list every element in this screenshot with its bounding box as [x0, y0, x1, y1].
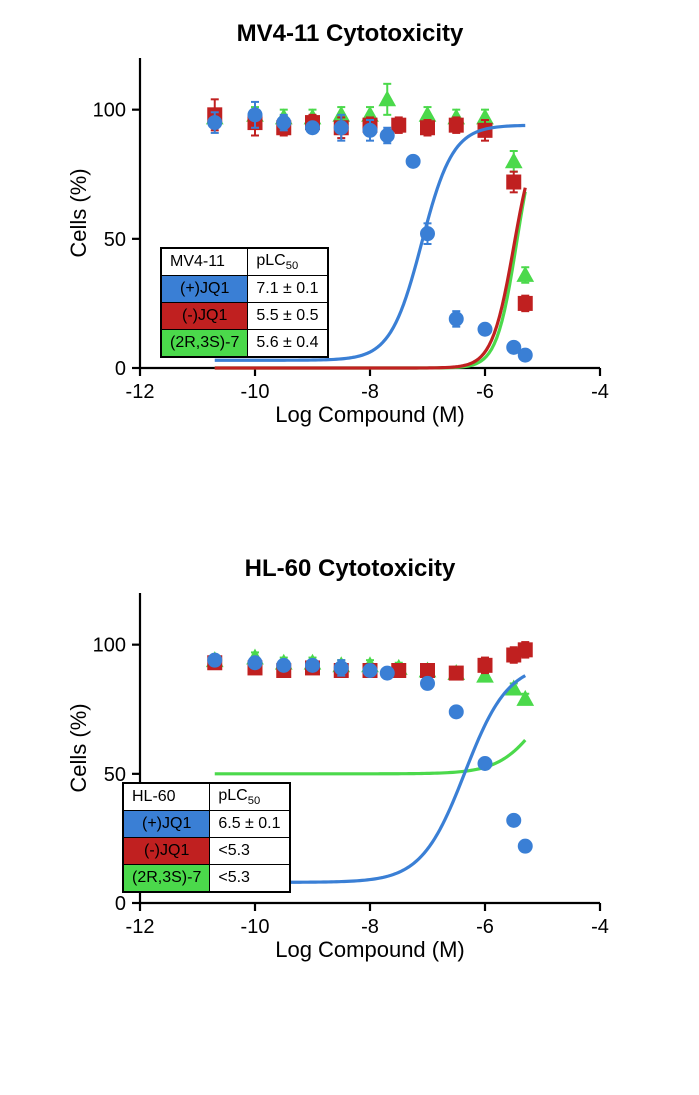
- y-axis-label: Cells (%): [66, 703, 91, 792]
- legend-swatch-cmpd7: (2R,3S)-7: [161, 330, 248, 358]
- legend-value-plusJQ1: 6.5 ± 0.1: [210, 811, 290, 838]
- chart-mv411: -12 -10 -8 -6 -4 0 50 100 Log Compound (M) Cells …: [60, 48, 620, 428]
- legend-value-cmpd7: <5.3: [210, 865, 290, 893]
- legend-value-plusJQ1: 7.1 ± 0.1: [248, 276, 328, 303]
- legend-value-minusJQ1: 5.5 ± 0.5: [248, 303, 328, 330]
- xtick-label: -12: [126, 381, 155, 403]
- xtick-label: -10: [241, 916, 270, 938]
- xtick-label: -8: [361, 381, 379, 403]
- y-axis-label: Cells (%): [66, 168, 91, 257]
- xtick-label: -12: [126, 916, 155, 938]
- legend-swatch-minusJQ1: (-)JQ1: [123, 838, 210, 865]
- xtick-label: -4: [591, 916, 609, 938]
- xtick-label: -4: [591, 381, 609, 403]
- legend-value-cmpd7: 5.6 ± 0.4: [248, 330, 328, 358]
- legend-header-left: HL-60: [123, 783, 210, 811]
- legend-mv411: MV4-11pLC50(+)JQ17.1 ± 0.1(-)JQ15.5 ± 0.…: [160, 247, 329, 358]
- legend-swatch-plusJQ1: (+)JQ1: [123, 811, 210, 838]
- xtick-label: -6: [476, 916, 494, 938]
- chart-title-mv411: MV4-11 Cytotoxicity: [60, 20, 640, 48]
- legend-swatch-minusJQ1: (-)JQ1: [161, 303, 248, 330]
- legend-header-right: pLC50: [248, 248, 328, 276]
- legend-header-right: pLC50: [210, 783, 290, 811]
- ytick-label: 100: [93, 635, 126, 657]
- legend-header-left: MV4-11: [161, 248, 248, 276]
- legend-value-minusJQ1: <5.3: [210, 838, 290, 865]
- x-axis-label: Log Compound (M): [275, 402, 465, 427]
- ytick-label: 0: [115, 358, 126, 380]
- chart-hl60: -12-10-8-6-4050100Log Compound (M)Cells …: [60, 583, 620, 963]
- xtick-label: -8: [361, 916, 379, 938]
- legend-swatch-plusJQ1: (+)JQ1: [161, 276, 248, 303]
- legend-swatch-cmpd7: (2R,3S)-7: [123, 865, 210, 893]
- ytick-label: 100: [93, 100, 126, 122]
- panel-mv411: MV4-11 Cytotoxicity -12 -10 -8 -6 -4 0 50 100 Log…: [60, 20, 640, 428]
- x-axis-label: Log Compound (M): [275, 937, 465, 962]
- panel-hl60: HL-60 Cytotoxicity-12-10-8-6-4050100Log …: [60, 555, 640, 963]
- legend-hl60: HL-60pLC50(+)JQ16.5 ± 0.1(-)JQ1<5.3(2R,3…: [122, 782, 291, 893]
- ytick-label: 50: [104, 229, 126, 251]
- figure-page: { "axes": { "xlabel": "Log Compound (M)"…: [0, 0, 699, 1095]
- ytick-label: 0: [115, 893, 126, 915]
- series-curve-cmpd7: [215, 740, 526, 774]
- xtick-label: -6: [476, 381, 494, 403]
- xtick-label: -10: [241, 381, 270, 403]
- chart-title-hl60: HL-60 Cytotoxicity: [60, 555, 640, 583]
